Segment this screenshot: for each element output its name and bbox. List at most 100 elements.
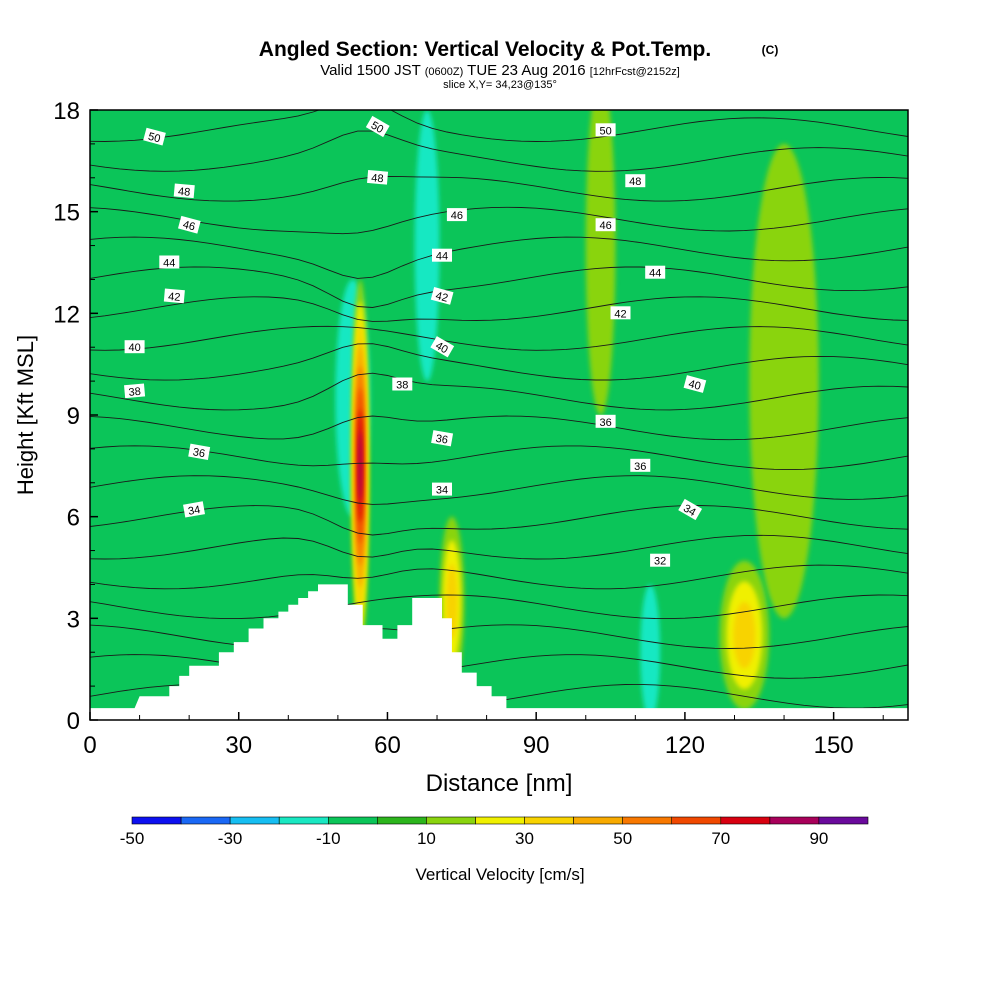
y-tick-label: 12 <box>53 301 80 328</box>
valid-zulu-text: (0600Z) <box>425 66 464 78</box>
isotherm-label-text: 44 <box>649 268 661 280</box>
isotherm-lines <box>90 110 908 709</box>
isotherm-label-text: 50 <box>147 131 162 146</box>
isotherm-label-text: 38 <box>396 380 408 392</box>
isotherm-label-box <box>430 336 455 358</box>
colorbar-swatch <box>229 816 280 825</box>
isotherm-label-box <box>183 501 205 518</box>
isotherm-label-box <box>595 414 616 428</box>
forecast-info-text: [12hrFcst@2152z] <box>590 66 680 78</box>
colorbar-swatch <box>524 816 574 825</box>
chart-title-unit: (C) <box>762 43 779 57</box>
isotherm-label: 40 <box>430 336 455 358</box>
colorbar-swatch <box>622 816 673 825</box>
isotherm-label-text: 42 <box>614 308 626 320</box>
colorbar-tick-label: 90 <box>809 829 828 848</box>
isotherm-label-text: 32 <box>654 556 666 568</box>
isotherm-line <box>90 343 908 381</box>
isotherm-label-text: 48 <box>629 176 641 188</box>
isotherm-label-box <box>650 553 671 567</box>
isotherm-line <box>90 236 908 279</box>
isotherm-label-text: 40 <box>433 340 450 357</box>
isotherm-label: 42 <box>610 306 631 320</box>
isotherm-label-text: 48 <box>177 186 190 199</box>
isotherm-label-box <box>595 218 616 232</box>
isotherm-label: 34 <box>183 501 205 518</box>
isotherm-label-text: 44 <box>436 251 448 263</box>
isotherm-label-box <box>446 208 467 222</box>
isotherm-label: 34 <box>432 482 452 497</box>
isotherm-label-text: 38 <box>128 386 141 399</box>
isotherm-label-box <box>630 458 651 472</box>
x-axis-label: Distance [nm] <box>426 770 573 797</box>
isotherm-label-text: 42 <box>168 291 181 304</box>
isotherm-label: 36 <box>431 430 454 447</box>
colorbar-swatch <box>720 816 771 825</box>
colorbar-tick-label: 10 <box>417 829 436 848</box>
plot-area: 50 48 46 44 42 40 38 36 34 50 48 46 44 42 40 38 36 34 50 48… <box>90 110 908 720</box>
colorbar-tick-label: -30 <box>218 829 243 848</box>
isotherm-label: 36 <box>188 443 211 460</box>
isotherm-label: 36 <box>630 458 651 473</box>
colorbar-label: Vertical Velocity [cm/s] <box>415 865 584 884</box>
velocity-feature-0-level-0 <box>585 110 616 415</box>
colorbar-swatch <box>131 816 182 825</box>
colorbar: -50 -30 -10 10 30 50 70 90 <box>120 816 869 848</box>
velocity-feature-2-level-0 <box>414 110 440 382</box>
isotherm-label: 36 <box>595 414 616 429</box>
colorbar-swatch <box>327 816 378 825</box>
isotherm-label-text: 46 <box>181 219 196 234</box>
x-tick-label: 30 <box>225 732 252 759</box>
isotherm-label-text: 36 <box>634 461 646 473</box>
colorbar-swatch <box>278 816 329 825</box>
isotherm-label: 38 <box>124 383 146 399</box>
colorbar-swatch <box>475 816 525 825</box>
isotherm-label: 50 <box>365 115 390 138</box>
colorbar-swatch <box>671 816 722 825</box>
isotherm-line <box>90 206 908 235</box>
isotherm-line <box>90 130 908 172</box>
isotherm-label-box <box>163 288 185 304</box>
x-tick-label: 0 <box>83 732 96 759</box>
y-tick-label: 3 <box>67 606 80 633</box>
isotherm-line <box>90 475 908 505</box>
isotherm-label-box <box>367 169 389 185</box>
chart-header: Angled Section: Vertical Velocity & Pot.… <box>259 38 779 91</box>
colorbar-swatch <box>376 816 427 825</box>
isotherm-label: 48 <box>625 174 646 188</box>
x-axis: 0 30 60 90 120 150 <box>83 712 884 759</box>
isotherm-line <box>90 445 908 471</box>
y-tick-label: 0 <box>67 708 80 735</box>
colorbar-tick-label: 50 <box>613 829 632 848</box>
isotherm-label-box <box>432 248 452 262</box>
isotherm-labels: 50 48 46 44 42 40 38 36 34 50 48 46 44 42 40 38 36 34 50 48… <box>124 115 707 568</box>
isotherm-label-text: 36 <box>435 433 449 447</box>
isotherm-label: 50 <box>595 123 616 137</box>
valid-time-text: Valid 1500 JST <box>320 62 420 79</box>
isotherm-label-box <box>124 340 145 354</box>
colorbar-tick-label: 30 <box>515 829 534 848</box>
isotherm-label-text: 50 <box>369 120 386 137</box>
chart-valid-line: Valid 1500 JST (0600Z) TUE 23 Aug 2016 [… <box>320 62 680 79</box>
isotherm-line <box>90 325 908 351</box>
isotherm-label: 44 <box>432 248 452 263</box>
terrain-mask <box>90 584 908 720</box>
isotherm-label-box <box>392 377 413 391</box>
isotherm-label: 40 <box>683 375 707 393</box>
isotherm-label-box <box>431 430 454 447</box>
isotherm-label: 50 <box>143 127 166 146</box>
colorbar-tick-label: 70 <box>711 829 730 848</box>
isotherm-label-text: 40 <box>687 378 702 393</box>
colorbar-tick-label: -10 <box>316 829 341 848</box>
isotherm-line <box>90 110 908 142</box>
isotherm-label-box <box>683 375 707 393</box>
velocity-feature-4-level-0 <box>749 143 819 619</box>
isotherm-label: 42 <box>430 287 454 305</box>
isotherm-label-text: 46 <box>599 220 611 232</box>
isotherm-label-box <box>625 174 646 188</box>
isotherm-label: 46 <box>446 208 467 222</box>
isotherm-line <box>90 505 908 536</box>
isotherm-line <box>90 415 908 441</box>
isotherm-line <box>90 624 908 649</box>
